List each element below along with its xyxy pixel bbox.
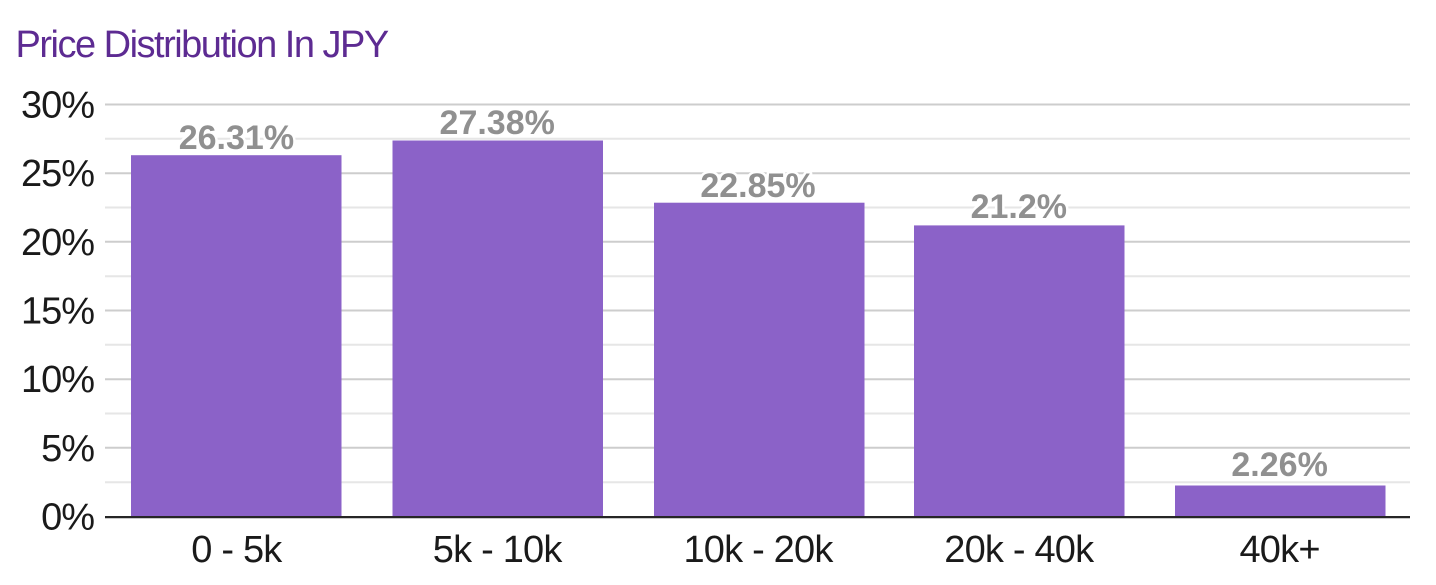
- svg-text:10k - 20k: 10k - 20k: [683, 529, 834, 571]
- svg-text:20%: 20%: [21, 222, 94, 264]
- svg-text:0 - 5k: 0 - 5k: [191, 529, 283, 571]
- svg-text:5%: 5%: [41, 428, 94, 470]
- svg-text:21.2%: 21.2%: [971, 188, 1067, 226]
- svg-text:30%: 30%: [21, 85, 94, 127]
- svg-text:0%: 0%: [41, 497, 94, 539]
- svg-text:10%: 10%: [21, 359, 94, 401]
- svg-text:22.85%: 22.85%: [700, 167, 815, 205]
- svg-text:15%: 15%: [21, 291, 94, 333]
- svg-text:40k+: 40k+: [1239, 529, 1319, 571]
- svg-text:2.26%: 2.26%: [1231, 446, 1327, 484]
- svg-text:20k - 40k: 20k - 40k: [944, 529, 1095, 571]
- svg-text:Price Distribution In JPY: Price Distribution In JPY: [16, 24, 389, 66]
- svg-text:5k - 10k: 5k - 10k: [433, 529, 564, 571]
- svg-text:26.31%: 26.31%: [179, 119, 294, 157]
- svg-text:27.38%: 27.38%: [440, 104, 555, 142]
- svg-text:25%: 25%: [21, 153, 94, 195]
